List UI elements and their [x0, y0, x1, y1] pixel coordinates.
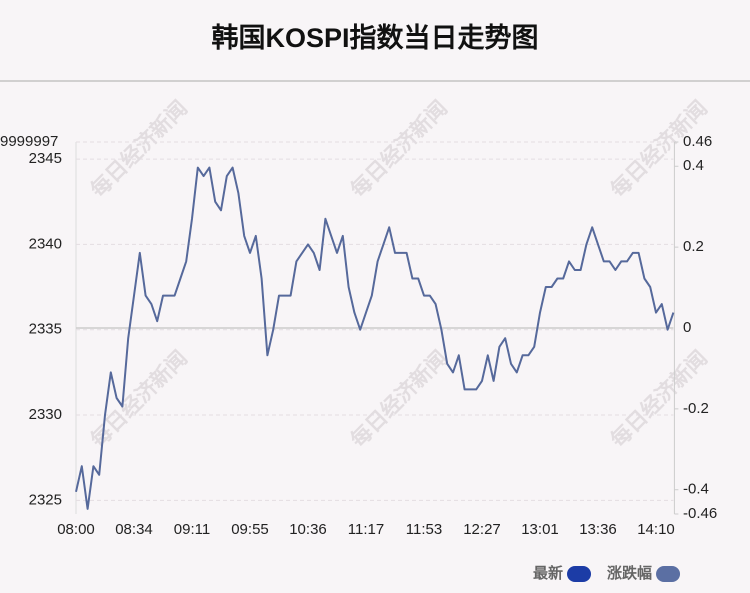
watermark: 每日经济新闻 [86, 96, 192, 202]
x-tick-label: 09:55 [231, 521, 269, 538]
x-tick-label: 13:36 [579, 521, 617, 538]
x-tick-label: 11:53 [406, 521, 442, 538]
y-tick-label: 9999997 [0, 133, 58, 150]
x-tick-label: 13:01 [521, 521, 559, 538]
y2-tick-label: -0.4 [683, 481, 709, 498]
y2-tick-label: 0.46 [683, 133, 712, 150]
legend-label: 涨跌幅 [607, 564, 652, 582]
price-line [75, 166, 675, 510]
y-tick-label: 2330 [29, 406, 62, 423]
legend-label: 最新 [533, 564, 563, 582]
y2-tick-label: -0.2 [683, 400, 709, 417]
x-tick-label: 12:27 [463, 521, 501, 538]
y-tick-label: 2345 [29, 150, 62, 167]
y-tick-label: 2335 [29, 321, 62, 338]
legend-swatch [567, 566, 592, 582]
x-tick-label: 14:10 [637, 521, 675, 538]
y2-tick-label: 0 [683, 319, 691, 336]
x-tick-label: 08:34 [115, 521, 153, 538]
y-tick-label: 2340 [29, 235, 62, 252]
x-tick-label: 09:11 [174, 521, 210, 538]
watermark: 每日经济新闻 [86, 346, 192, 452]
x-tick-label: 08:00 [57, 521, 95, 538]
y2-tick-label: -0.46 [683, 505, 717, 522]
x-tick-label: 11:17 [348, 521, 384, 538]
y2-tick-label: 0.2 [683, 238, 704, 255]
watermark: 每日经济新闻 [346, 346, 452, 452]
y-tick-label: 2325 [29, 491, 62, 508]
y2-tick-label: 0.4 [683, 157, 704, 174]
x-tick-label: 10:36 [289, 521, 327, 538]
watermark: 每日经济新闻 [346, 96, 452, 202]
chart-title: 韩国KOSPI指数当日走势图 [211, 23, 538, 53]
legend-swatch [656, 566, 681, 582]
